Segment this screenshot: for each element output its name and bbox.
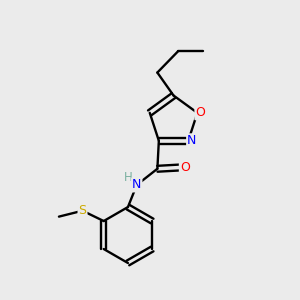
Text: O: O xyxy=(180,161,190,174)
Text: O: O xyxy=(195,106,205,119)
Text: N: N xyxy=(187,134,196,147)
Text: N: N xyxy=(132,178,141,191)
Text: H: H xyxy=(124,171,133,184)
Text: S: S xyxy=(79,204,86,217)
